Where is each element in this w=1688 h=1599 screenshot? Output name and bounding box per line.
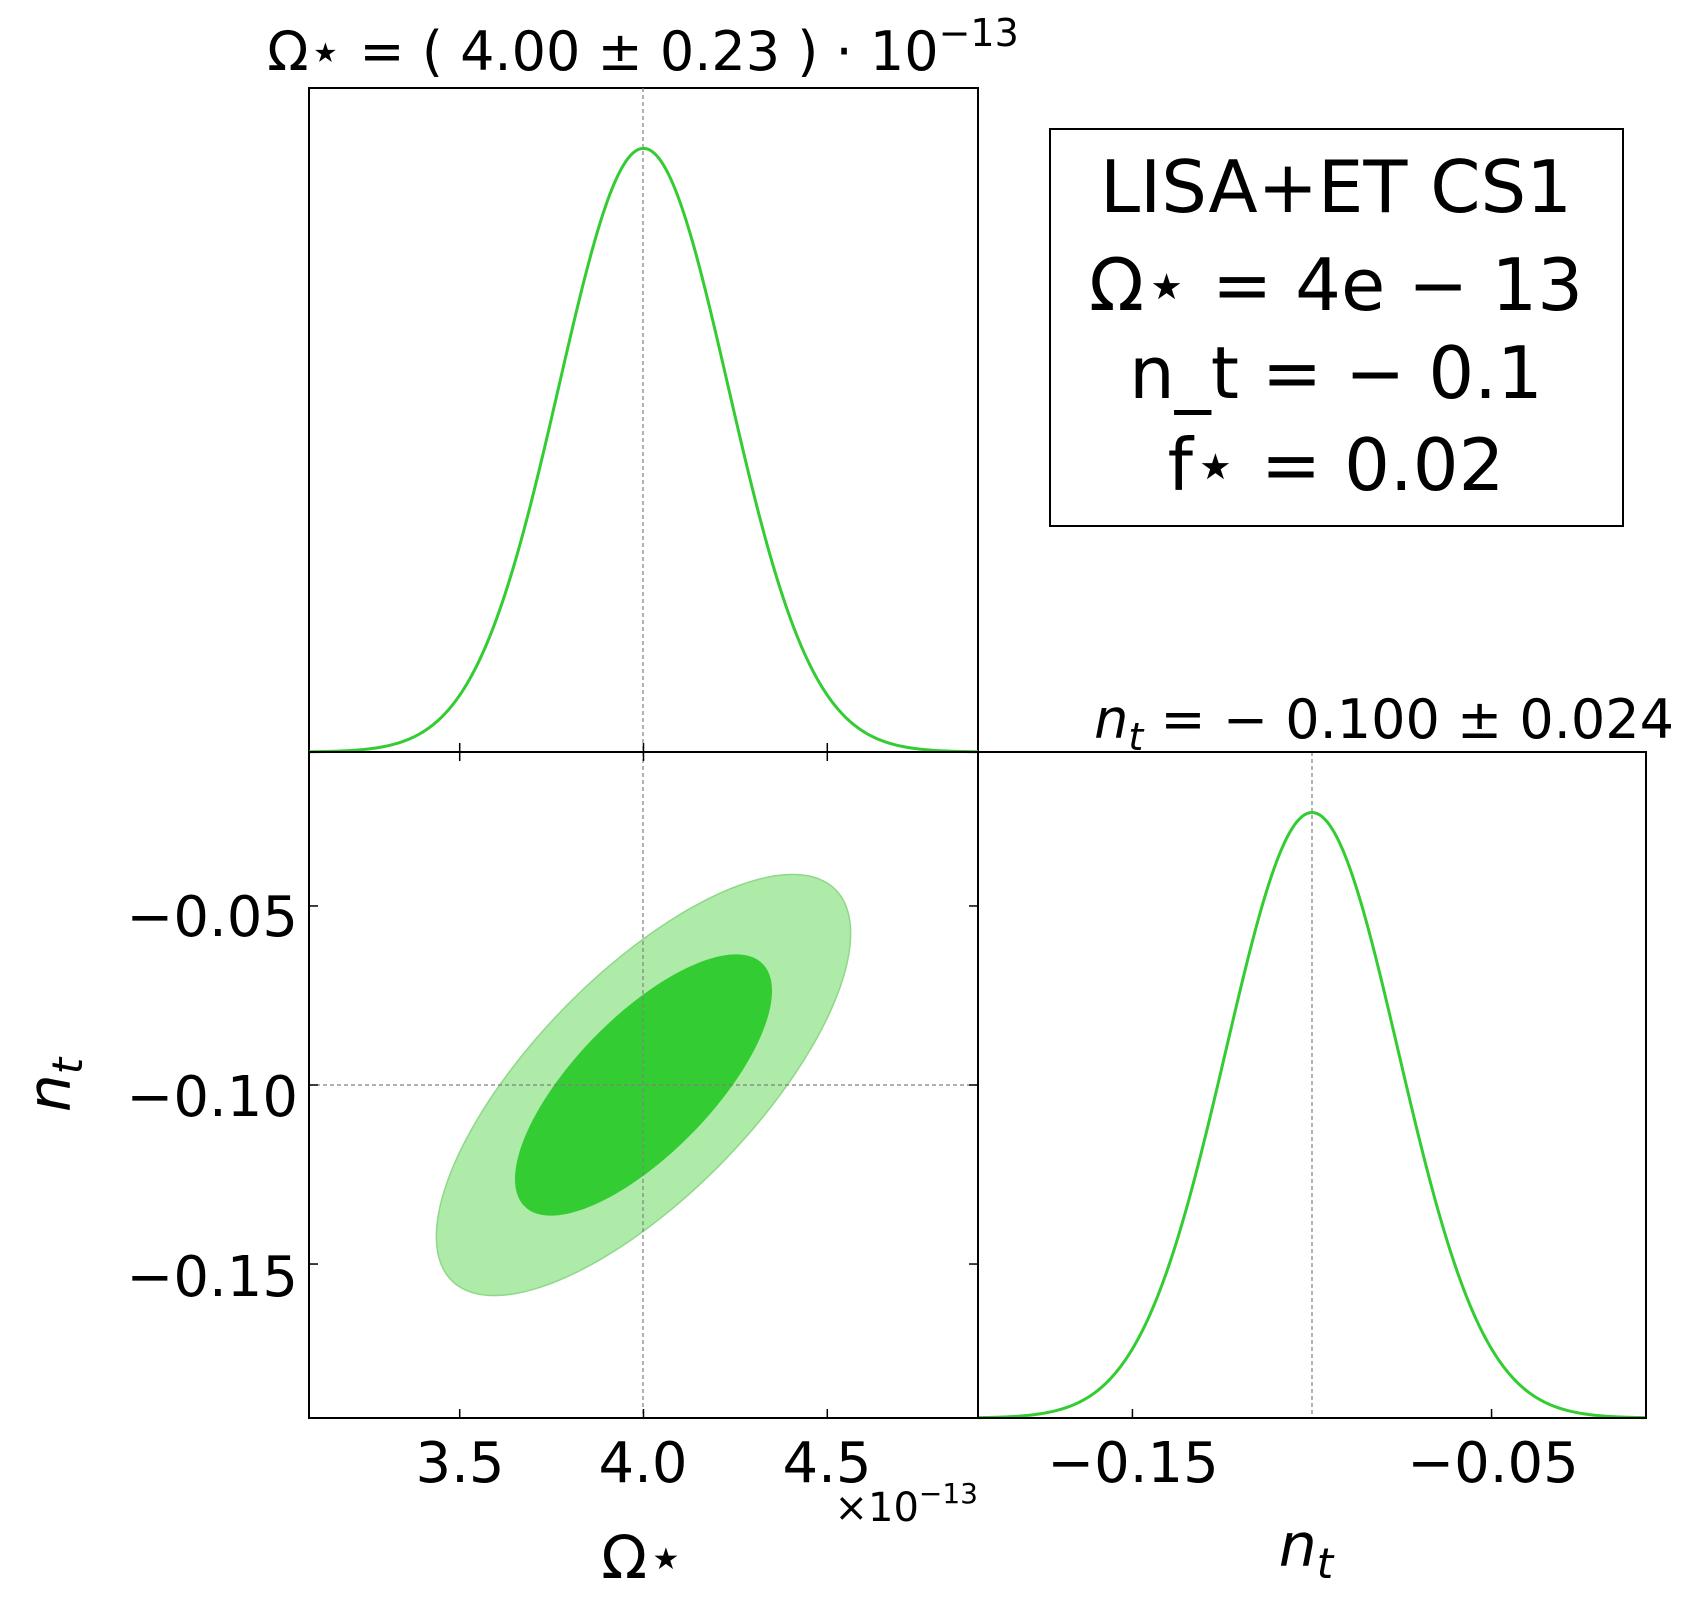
nt-panel-ticks [1131,1409,1493,1418]
legend-line-4: f⋆ = 0.02 [1168,423,1505,507]
nt-title-sub: t [1128,715,1145,759]
panel-2d-ticks [309,752,978,1418]
nt-axis-label: nt [15,1056,92,1112]
omega-xtick-label-2: 4.5 [782,1431,871,1496]
omega-top-ticks [458,743,829,752]
omega-xtick-label-0: 3.5 [415,1431,504,1496]
nt-xtick-label-1: −0.05 [1407,1431,1579,1496]
legend-box: LISA+ET CS1 Ω⋆ = 4e − 13 n_t = − 0.1 f⋆ … [1049,128,1624,527]
legend-line-2: Ω⋆ = 4e − 13 [1089,243,1583,327]
panel-omega-1d: Ω⋆ = ( 4.00 ± 0.23 ) · 10−13 [267,11,1019,754]
legend-line-1: LISA+ET CS1 [1100,145,1572,229]
nt-title: nt = − 0.100 ± 0.024 [1094,688,1674,759]
legend-line-3: n_t = − 0.1 [1129,331,1543,415]
panel-nt-1d-frame [977,751,1647,1419]
nt-ytick-label-1: −0.10 [126,1065,298,1130]
omega-xtick-label-1: 4.0 [598,1431,687,1496]
nt-title-n: n [1094,688,1128,751]
nt-bottom-axis-label-sub: t [1317,1539,1335,1588]
nt-title-rest: = − 0.100 ± 0.024 [1143,688,1674,751]
nt-ytick-label-0: −0.05 [126,885,298,950]
omega-marginal-curve [308,146,979,754]
panel-nt-1d: −0.15 −0.05 nt nt = − 0.100 ± 0.024 [977,688,1674,1588]
omega-offset-exp: −13 [919,1477,978,1510]
omega-offset-main: ×10 [834,1485,918,1531]
nt-bottom-axis-label: nt [1279,1511,1335,1588]
nt-axis-label-sub: t [43,1056,92,1074]
omega-title-main: Ω⋆ = ( 4.00 ± 0.23 ) · 10 [267,20,938,83]
nt-ytick-label-2: −0.15 [126,1245,298,1310]
omega-axis-label: Ω⋆ [601,1523,684,1593]
panel-2d-contours: 3.5 4.0 4.5 ×10−13 Ω⋆ −0.05 −0.10 −0.15 … [15,751,979,1593]
legend-frame [1049,128,1624,527]
omega-offset-label: ×10−13 [834,1477,978,1531]
omega-title-exp: −13 [939,11,1019,55]
nt-marginal-curve [977,811,1647,1420]
nt-xtick-label-0: −0.15 [1047,1431,1219,1496]
omega-title: Ω⋆ = ( 4.00 ± 0.23 ) · 10−13 [267,11,1019,83]
